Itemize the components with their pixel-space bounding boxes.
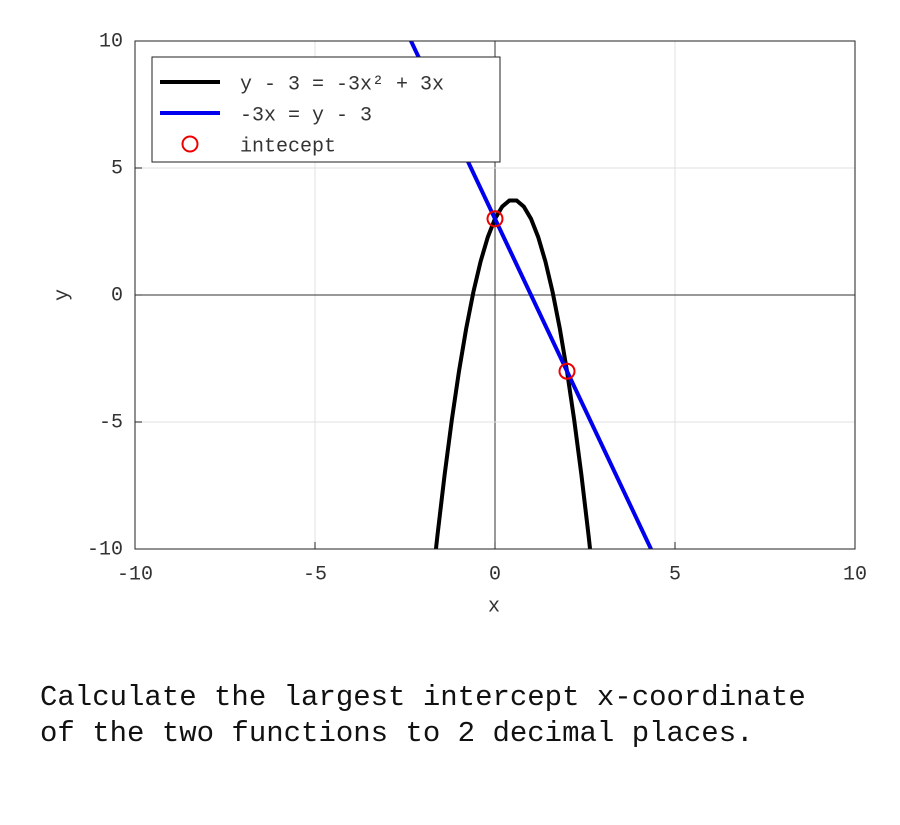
y-tick-label: 5 xyxy=(111,157,123,180)
legend-label: -3x = y - 3 xyxy=(240,104,372,127)
y-axis-label: y xyxy=(51,289,74,301)
x-tick-label: 5 xyxy=(669,563,681,586)
y-tick-label: -10 xyxy=(87,538,123,561)
x-tick-label: -10 xyxy=(117,563,153,586)
chart: -10 -5 0 5 10 -10 -5 0 5 10 x y y - 3 = -3x² + 3x… xyxy=(51,30,867,618)
y-tick-label: -5 xyxy=(99,411,123,434)
legend-label: intecept xyxy=(240,135,336,158)
x-axis-label: x xyxy=(488,595,500,618)
intercept-point xyxy=(486,210,504,228)
question-text: Calculate the largest intercept x-coordi… xyxy=(40,681,806,750)
x-tick-label: 0 xyxy=(489,563,501,586)
y-tick-label: 10 xyxy=(99,30,123,53)
plot-frame xyxy=(134,40,856,550)
intercept-point xyxy=(558,362,576,380)
legend-box xyxy=(151,56,501,163)
x-tick-label: -5 xyxy=(303,563,327,586)
legend-marker xyxy=(181,135,199,153)
x-tick-label: 10 xyxy=(843,563,867,586)
legend-label: y - 3 = -3x² + 3x xyxy=(240,73,444,96)
y-tick-label: 0 xyxy=(111,284,123,307)
